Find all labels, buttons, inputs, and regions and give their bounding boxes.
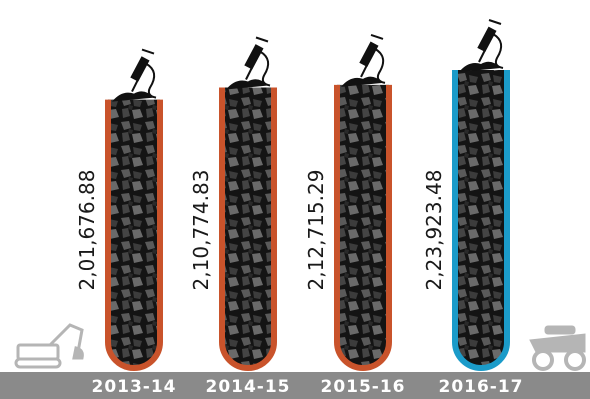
jackhammer-bit (360, 64, 368, 78)
jackhammer-handle (255, 36, 269, 43)
jackhammer-bit (478, 49, 486, 63)
jackhammer-body (130, 56, 150, 82)
value-label: 2,10,774.83 (189, 170, 213, 291)
coal-heap (341, 76, 383, 87)
jackhammer-icon (477, 19, 504, 69)
coal-tube (105, 99, 163, 371)
jackhammer-hose (492, 33, 504, 69)
jackhammer-body (244, 44, 264, 70)
jackhammer-hose (374, 48, 386, 84)
jackhammer-icon (244, 36, 271, 87)
x-tick-label: 2013-14 (91, 377, 176, 397)
coal-heap (226, 79, 268, 90)
jackhammer-hose (145, 62, 157, 99)
jackhammer-icon (359, 33, 386, 84)
jackhammer-handle (141, 48, 155, 55)
dump-truck-icon (529, 325, 586, 371)
coal-tube (334, 84, 392, 371)
excavator-icon (14, 323, 84, 369)
coal-tube (219, 87, 277, 371)
x-tick-label: 2016-17 (438, 377, 523, 397)
jackhammer-body (477, 26, 497, 53)
coal-heap (459, 61, 501, 72)
jackhammer-body (359, 41, 379, 67)
jackhammer-icon (130, 48, 157, 99)
value-label: 2,01,676.88 (75, 170, 99, 291)
value-label: 2,23,923.48 (422, 170, 446, 291)
jackhammer-bit (131, 79, 139, 93)
jackhammer-handle (488, 19, 502, 25)
jackhammer-hose (259, 50, 271, 87)
jackhammer-handle (370, 33, 384, 40)
coal-heap (112, 91, 154, 102)
jackhammer-bit (245, 67, 253, 80)
coal-tube (452, 70, 510, 371)
value-label: 2,12,715.29 (304, 170, 328, 291)
x-tick-label: 2015-16 (320, 377, 405, 397)
base-band (0, 372, 590, 399)
x-tick-label: 2014-15 (205, 377, 290, 397)
